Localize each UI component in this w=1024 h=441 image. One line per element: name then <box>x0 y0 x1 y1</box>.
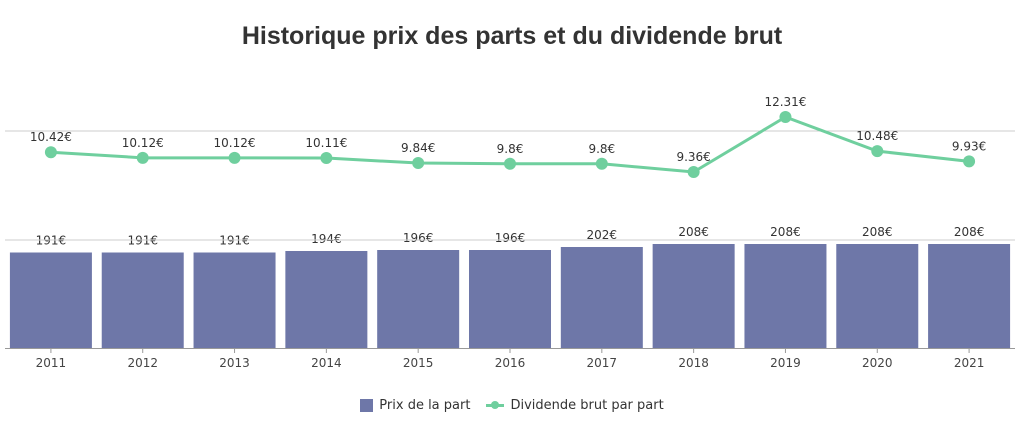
bar-2012 <box>101 252 184 348</box>
bar-label-2019: 208€ <box>770 225 801 239</box>
x-tick-label-2018: 2018 <box>678 356 709 370</box>
x-tick-label-2016: 2016 <box>495 356 526 370</box>
legend: Prix de la part Dividende brut par part <box>0 398 1024 413</box>
bar-label-2020: 208€ <box>862 225 893 239</box>
x-tick-label-2021: 2021 <box>954 356 985 370</box>
x-tick-label-2020: 2020 <box>862 356 893 370</box>
x-tick-label-2017: 2017 <box>587 356 618 370</box>
bar-swatch-icon <box>360 399 374 412</box>
bar-label-2015: 196€ <box>403 231 434 245</box>
bar-label-2018: 208€ <box>678 225 709 239</box>
dividend-point-2013 <box>228 151 241 164</box>
bar-2011 <box>9 252 92 348</box>
legend-label-price: Prix de la part <box>379 398 471 413</box>
bar-label-2014: 194€ <box>311 232 342 246</box>
bar-2016 <box>469 250 551 348</box>
bar-label-2021: 208€ <box>954 225 985 239</box>
legend-item-price[interactable]: Prix de la part <box>360 398 470 413</box>
legend-item-dividend[interactable]: Dividende brut par part <box>486 398 664 413</box>
line-swatch-icon <box>486 399 505 412</box>
dividend-point-2016 <box>504 157 516 170</box>
dividend-point-2017 <box>595 157 608 170</box>
dividend-label-2013: 10.12€ <box>214 136 256 150</box>
dividend-label-2016: 9.8€ <box>497 142 524 156</box>
bar-2014 <box>285 251 368 348</box>
bar-2017 <box>560 247 643 348</box>
dividend-point-2014 <box>320 152 333 165</box>
x-tick-label-2013: 2013 <box>219 356 250 370</box>
dividend-point-2018 <box>687 166 700 178</box>
dividend-point-2011 <box>44 146 57 159</box>
x-tick-label-2015: 2015 <box>403 356 434 370</box>
dividend-point-2019 <box>779 111 792 123</box>
x-tick-label-2014: 2014 <box>311 356 342 370</box>
dividend-label-2015: 9.84€ <box>401 141 435 155</box>
dividend-label-2021: 9.93€ <box>952 139 986 153</box>
dividend-label-2011: 10.42€ <box>30 130 72 144</box>
x-tick-label-2011: 2011 <box>36 356 67 370</box>
bar-2020 <box>836 244 919 348</box>
dividend-point-2020 <box>871 145 884 158</box>
dividend-label-2012: 10.12€ <box>122 136 164 150</box>
x-tick-label-2019: 2019 <box>770 356 801 370</box>
dividend-point-2021 <box>963 155 976 168</box>
dividend-label-2017: 9.8€ <box>588 142 615 156</box>
x-tick-label-2012: 2012 <box>127 356 158 370</box>
line-labels: 10.42€ 10.12€ 10.12€ 10.11€ 9.84€ 9.8€ 9.8€ 9.3… <box>30 95 986 164</box>
dividend-label-2014: 10.11€ <box>305 136 347 150</box>
bar-2019 <box>744 244 827 348</box>
legend-label-dividend: Dividende brut par part <box>510 398 664 413</box>
bar-labels: 191€ 191€ 191€ 194€ 196€ 196€ 202€ 208€ 208€ 208€… <box>36 225 985 248</box>
dividend-label-2020: 10.48€ <box>856 129 898 143</box>
line-series <box>44 111 976 178</box>
bar-label-2016: 196€ <box>495 231 526 245</box>
axes: 2011 2012 2013 2014 2015 2016 2017 2018 2019 2020… <box>5 130 1015 370</box>
chart-title: Historique prix des parts et du dividend… <box>241 22 783 50</box>
bar-2013 <box>193 252 276 348</box>
bar-2015 <box>377 250 460 348</box>
bar-series <box>9 244 1011 348</box>
dividend-point-2012 <box>136 151 149 164</box>
dividend-label-2019: 12.31€ <box>764 95 806 109</box>
dividend-label-2018: 9.36€ <box>676 150 710 164</box>
bar-2018 <box>652 244 735 348</box>
bar-label-2017: 202€ <box>587 228 618 242</box>
dividend-point-2015 <box>412 157 425 170</box>
bar-2021 <box>928 244 1011 348</box>
